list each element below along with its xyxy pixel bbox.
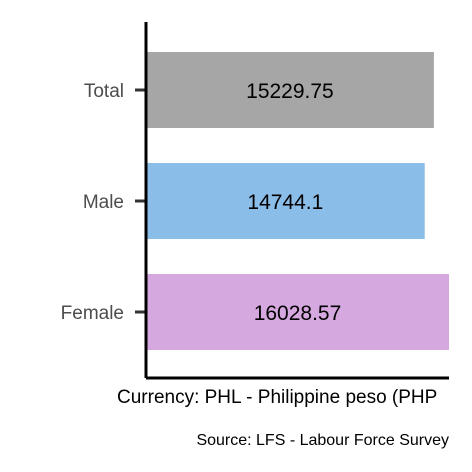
data-labels-layer: 15229.75 14744.1 16028.57 — [246, 80, 341, 325]
bars-layer — [146, 52, 449, 350]
y-tick-label-male: Male — [83, 192, 124, 213]
source-caption: Source: LFS - Labour Force Survey — [196, 432, 449, 449]
y-tick-label-female: Female — [61, 303, 124, 324]
data-label-female: 16028.57 — [254, 302, 342, 325]
bar-male — [146, 163, 425, 239]
data-label-male: 14744.1 — [247, 191, 323, 214]
bar-total — [146, 52, 434, 128]
x-axis-title: Currency: PHL - Philippine peso (PHP — [117, 387, 437, 408]
bar-female — [146, 274, 449, 350]
y-axis: Total Male Female — [61, 22, 449, 380]
data-label-total: 15229.75 — [246, 80, 334, 103]
y-tick-label-total: Total — [84, 81, 124, 102]
